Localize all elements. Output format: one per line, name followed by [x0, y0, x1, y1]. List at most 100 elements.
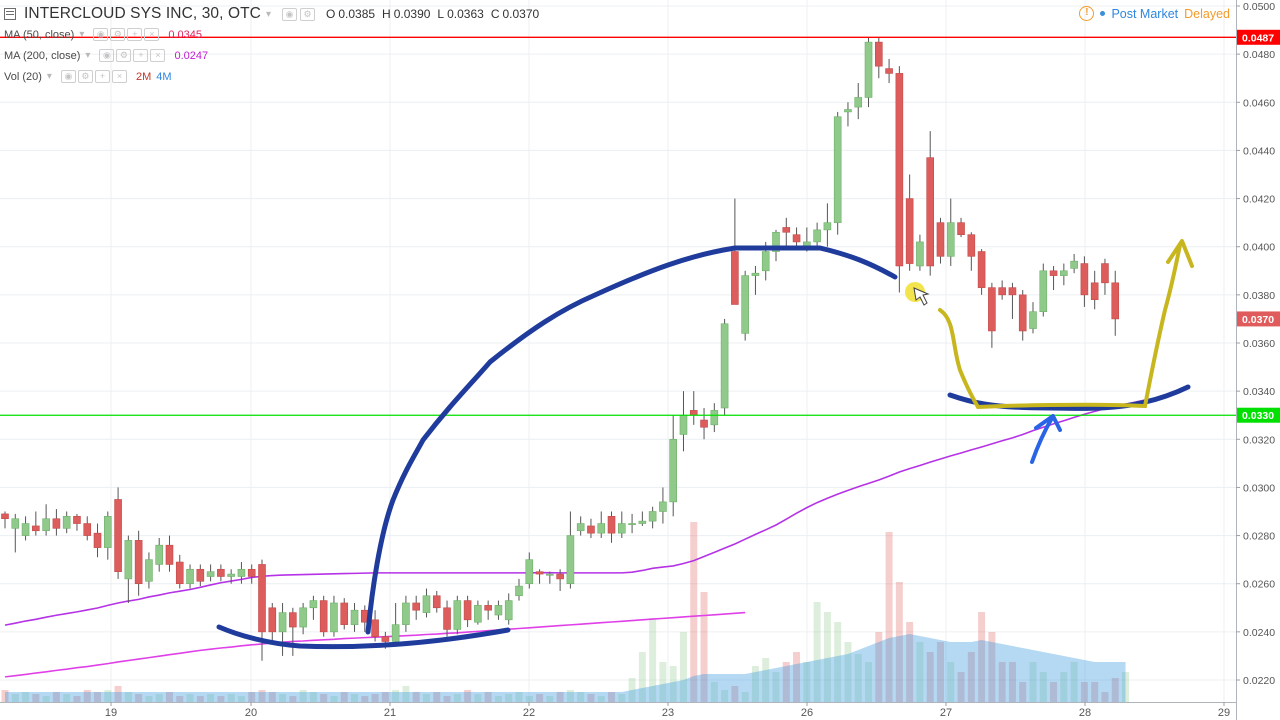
volume-bar: [422, 694, 430, 702]
symbol-title[interactable]: INTERCLOUD SYS INC, 30, OTC: [24, 5, 261, 22]
volume-bar: [1111, 678, 1119, 702]
candle: [186, 564, 194, 589]
candle: [946, 198, 955, 266]
settings-icon[interactable]: ⚙: [110, 28, 126, 41]
candle: [1090, 270, 1099, 310]
candle-body: [340, 602, 349, 625]
candle-body: [988, 287, 996, 332]
ma200-value: 0.0247: [174, 49, 209, 62]
volume-bar: [1122, 672, 1130, 702]
volume-bar: [258, 690, 266, 702]
candle-body: [617, 523, 626, 534]
candle-body: [350, 609, 359, 625]
candle: [206, 564, 215, 582]
price-tick-label: 0.0280: [1243, 531, 1275, 543]
candle: [134, 530, 143, 596]
eye-icon[interactable]: ◉: [60, 70, 76, 83]
candle-body: [905, 198, 914, 264]
chevron-down-icon[interactable]: ▾: [265, 8, 271, 20]
volume-bar: [875, 632, 883, 702]
candle-body: [104, 516, 112, 548]
chevron-down-icon[interactable]: ▾: [79, 29, 85, 40]
ma50-row[interactable]: MA (50, close) ▾ ◉ ⚙ + × 0.0345: [4, 28, 202, 41]
candle-body: [217, 568, 225, 577]
candle: [998, 280, 1006, 300]
candle-body: [515, 585, 523, 597]
volume-bar: [207, 694, 215, 702]
candle-body: [998, 287, 1006, 296]
menu-icon[interactable]: [4, 8, 16, 20]
settings-icon[interactable]: ⚙: [77, 70, 93, 83]
candle-body: [381, 636, 390, 642]
candle-body: [556, 573, 564, 580]
candle: [1111, 270, 1120, 336]
volume-bar: [392, 690, 400, 702]
alert-icon[interactable]: !: [1079, 6, 1095, 21]
last-price-badge-label: 0.0370: [1242, 314, 1274, 326]
candle: [299, 602, 307, 635]
close-icon[interactable]: ×: [111, 70, 127, 83]
eye-icon[interactable]: ◉: [99, 49, 115, 62]
candle: [988, 282, 996, 348]
chevron-down-icon[interactable]: ▾: [85, 50, 91, 61]
candle: [679, 391, 688, 452]
candle: [42, 504, 50, 536]
candle-body: [885, 68, 893, 74]
candle-body: [227, 573, 235, 577]
chart-grid: [0, 0, 1236, 702]
add-icon[interactable]: +: [94, 70, 110, 83]
candle-body: [258, 564, 266, 633]
volume-bar: [1101, 692, 1109, 702]
candle: [1, 511, 9, 529]
status-dot-icon: [1100, 11, 1106, 16]
volume-bar: [721, 690, 729, 702]
settings-icon[interactable]: ⚙: [300, 7, 315, 21]
candle: [412, 595, 421, 620]
close-icon[interactable]: ×: [150, 49, 166, 62]
volume-bar: [1008, 662, 1016, 702]
candle-body: [679, 414, 688, 435]
volume-value-1: 2M: [135, 70, 152, 83]
price-axis: 0.0500 0.0480 0.0460 0.0440 0.0420 0.0400 0.03…: [1236, 0, 1280, 720]
candle: [196, 564, 205, 587]
candle-body: [720, 323, 729, 409]
candle: [175, 554, 184, 589]
candle-body: [432, 595, 441, 609]
high-value: 0.0390: [393, 7, 431, 21]
volume-bar: [813, 602, 821, 702]
candle-body: [833, 116, 842, 223]
candle: [453, 595, 462, 635]
candle: [83, 516, 92, 541]
candle-body: [371, 619, 379, 637]
candle: [792, 227, 801, 247]
candle-body: [874, 41, 883, 67]
volume-bar: [309, 692, 317, 702]
candle: [874, 37, 883, 79]
candle: [309, 595, 318, 620]
candle: [916, 234, 924, 271]
candle: [864, 37, 873, 108]
time-tick-label: 29: [1218, 707, 1230, 719]
add-icon[interactable]: +: [127, 28, 143, 41]
volume-bar: [546, 696, 554, 702]
chevron-down-icon[interactable]: ▾: [46, 71, 52, 82]
market-status-label: Post Market: [1111, 6, 1179, 21]
volume-bar: [844, 642, 852, 702]
price-tick-label: 0.0440: [1243, 145, 1275, 157]
volume-row[interactable]: Vol (20) ▾ ◉ ⚙ + × 2M 4M: [4, 70, 172, 83]
candle-body: [402, 602, 410, 625]
close-icon[interactable]: ×: [144, 28, 160, 41]
drawing-annotations: [216, 239, 1194, 650]
candle: [576, 516, 585, 536]
settings-icon[interactable]: ⚙: [116, 49, 132, 62]
candle-body: [1101, 263, 1109, 284]
eye-icon[interactable]: ◉: [282, 7, 297, 21]
volume-bar: [453, 694, 461, 702]
ma50-line: [4, 396, 1167, 626]
volume-bar: [628, 678, 636, 702]
ma200-row[interactable]: MA (200, close) ▾ ◉ ⚙ + × 0.0247: [4, 49, 208, 62]
add-icon[interactable]: +: [133, 49, 149, 62]
volume-bar: [268, 692, 276, 702]
eye-icon[interactable]: ◉: [93, 28, 109, 41]
